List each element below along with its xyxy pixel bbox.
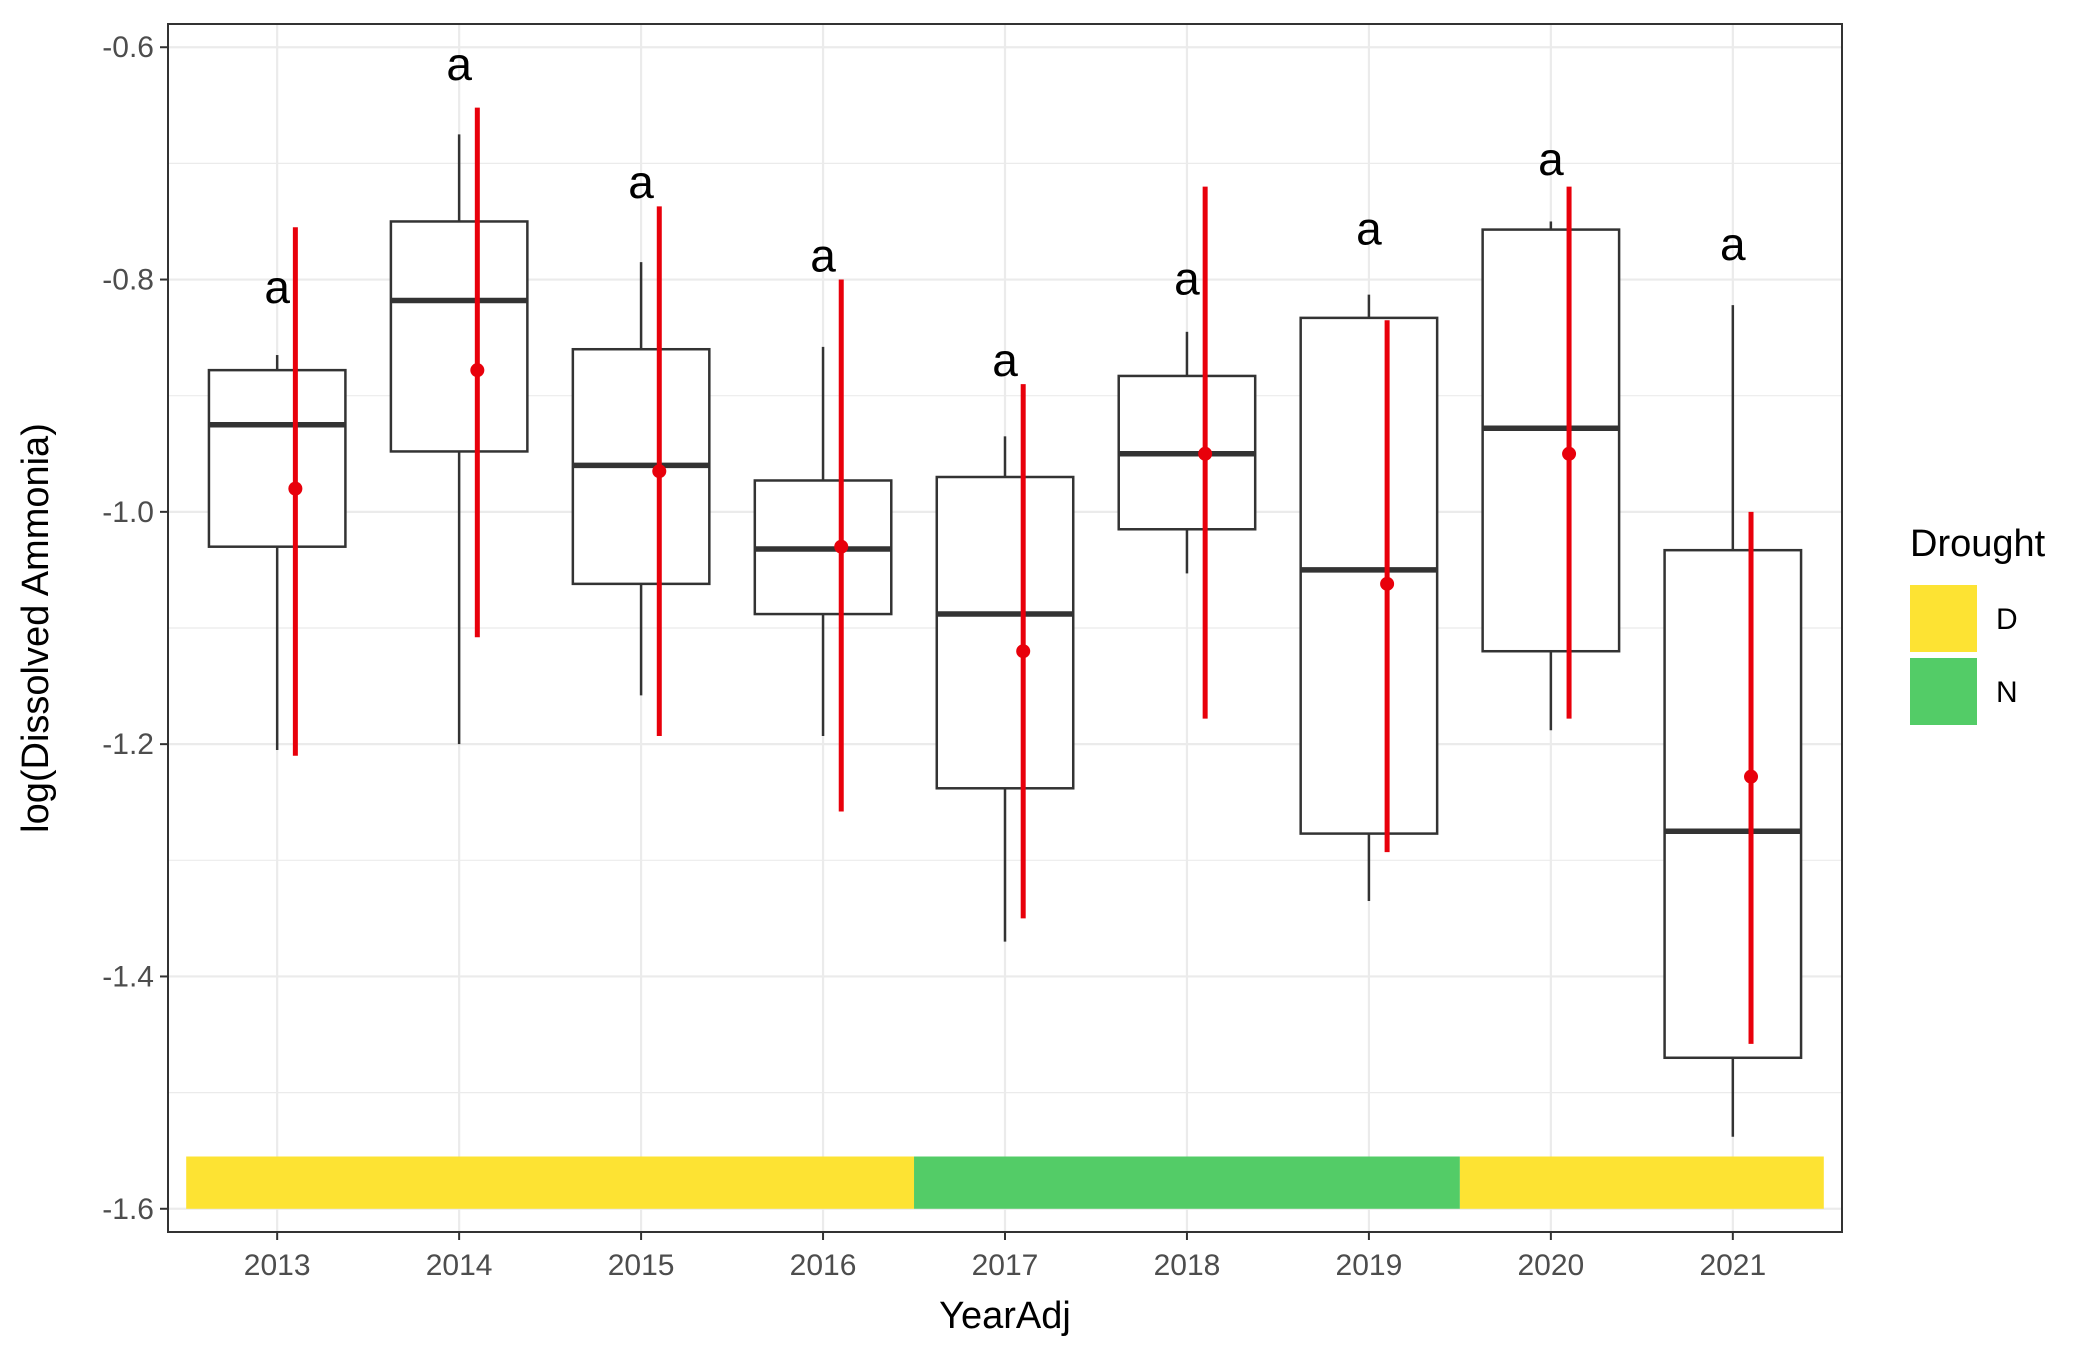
- y-tick-label: -1.2: [102, 728, 154, 761]
- legend-title: Drought: [1910, 523, 2046, 565]
- boxplot-2021: [1663, 305, 1803, 1137]
- x-tick-label: 2016: [790, 1249, 857, 1282]
- mean-point: [834, 539, 849, 554]
- mean-ci-layer: [288, 107, 1759, 1044]
- boxplot-2018: [1117, 331, 1257, 574]
- mean-point: [1016, 644, 1031, 659]
- legend-key-swatch: [1910, 585, 1977, 652]
- mean-ci-2018: [1198, 186, 1213, 719]
- mean-point: [470, 363, 485, 378]
- x-tick-label: 2019: [1336, 1249, 1403, 1282]
- x-tick-label: 2014: [426, 1249, 493, 1282]
- x-tick-label: 2020: [1517, 1249, 1584, 1282]
- mean-ci-2020: [1562, 186, 1577, 719]
- legend-item-D: D: [1910, 585, 2018, 652]
- y-tick-label: -0.6: [102, 31, 154, 64]
- box-iqr: [389, 220, 529, 453]
- mean-point: [1562, 446, 1577, 461]
- mean-ci-2017: [1016, 384, 1031, 919]
- box-iqr: [1299, 316, 1439, 835]
- boxplot-2013: [207, 355, 347, 750]
- x-tick-label: 2018: [1154, 1249, 1221, 1282]
- x-tick-label: 2021: [1699, 1249, 1766, 1282]
- y-tick-label: -1.0: [102, 496, 154, 529]
- legend-item-label: D: [1996, 603, 2018, 636]
- box-iqr: [207, 368, 347, 548]
- x-axis-title: YearAdj: [939, 1295, 1071, 1337]
- drought-bar: [186, 1156, 1824, 1209]
- axes: -1.6 -1.4 -1.2 -1.0 -0.8 -0.6 2013 2014 2015 2016…: [102, 31, 1766, 1282]
- y-tick-label: -1.4: [102, 960, 154, 993]
- legend-item-label: N: [1996, 676, 2018, 709]
- box-iqr: [1663, 548, 1803, 1060]
- mean-ci-2021: [1744, 511, 1759, 1044]
- boxplots: [207, 134, 1803, 1137]
- boxplot-2016: [753, 346, 893, 737]
- mean-point: [1198, 446, 1213, 461]
- boxplot-2019: [1299, 294, 1439, 901]
- mean-point: [288, 481, 303, 496]
- mean-point: [1380, 576, 1395, 591]
- significance-letter: a: [1720, 218, 1746, 270]
- mean-ci-2014: [470, 107, 485, 638]
- box-iqr: [935, 475, 1075, 790]
- mean-ci-2013: [288, 227, 303, 756]
- significance-letter: a: [1174, 253, 1200, 305]
- significance-letter: a: [628, 156, 654, 208]
- legend-key-swatch: [1910, 658, 1977, 725]
- box-iqr: [1481, 228, 1621, 653]
- boxplot-2015: [571, 262, 711, 696]
- significance-letter: a: [1538, 133, 1564, 185]
- mean-point: [652, 464, 667, 479]
- drought-segment-D: [1459, 1156, 1824, 1209]
- significance-letter: a: [264, 261, 290, 313]
- x-tick-label: 2017: [972, 1249, 1039, 1282]
- significance-letters: a a a a a a a a a: [264, 38, 1746, 386]
- y-tick-label: -0.8: [102, 264, 154, 297]
- significance-letter: a: [1356, 203, 1382, 255]
- mean-ci-2016: [834, 279, 849, 812]
- boxplot-2020: [1481, 221, 1621, 731]
- y-tick-label: -1.6: [102, 1193, 154, 1226]
- mean-ci-2015: [652, 206, 667, 737]
- y-axis-title: log(Dissolved Ammonia): [15, 423, 57, 833]
- boxplot-2017: [935, 436, 1075, 942]
- drought-segment-N: [914, 1156, 1460, 1209]
- mean-point: [1744, 769, 1759, 784]
- drought-segment-D: [186, 1156, 915, 1209]
- legend: Drought D N: [1910, 523, 2046, 725]
- x-tick-label: 2015: [608, 1249, 675, 1282]
- significance-letter: a: [810, 229, 836, 281]
- significance-letter: a: [992, 334, 1018, 386]
- boxplot-2014: [389, 134, 529, 745]
- mean-ci-2019: [1380, 320, 1395, 853]
- legend-item-N: N: [1910, 658, 2018, 725]
- x-tick-label: 2013: [244, 1249, 311, 1282]
- significance-letter: a: [446, 38, 472, 90]
